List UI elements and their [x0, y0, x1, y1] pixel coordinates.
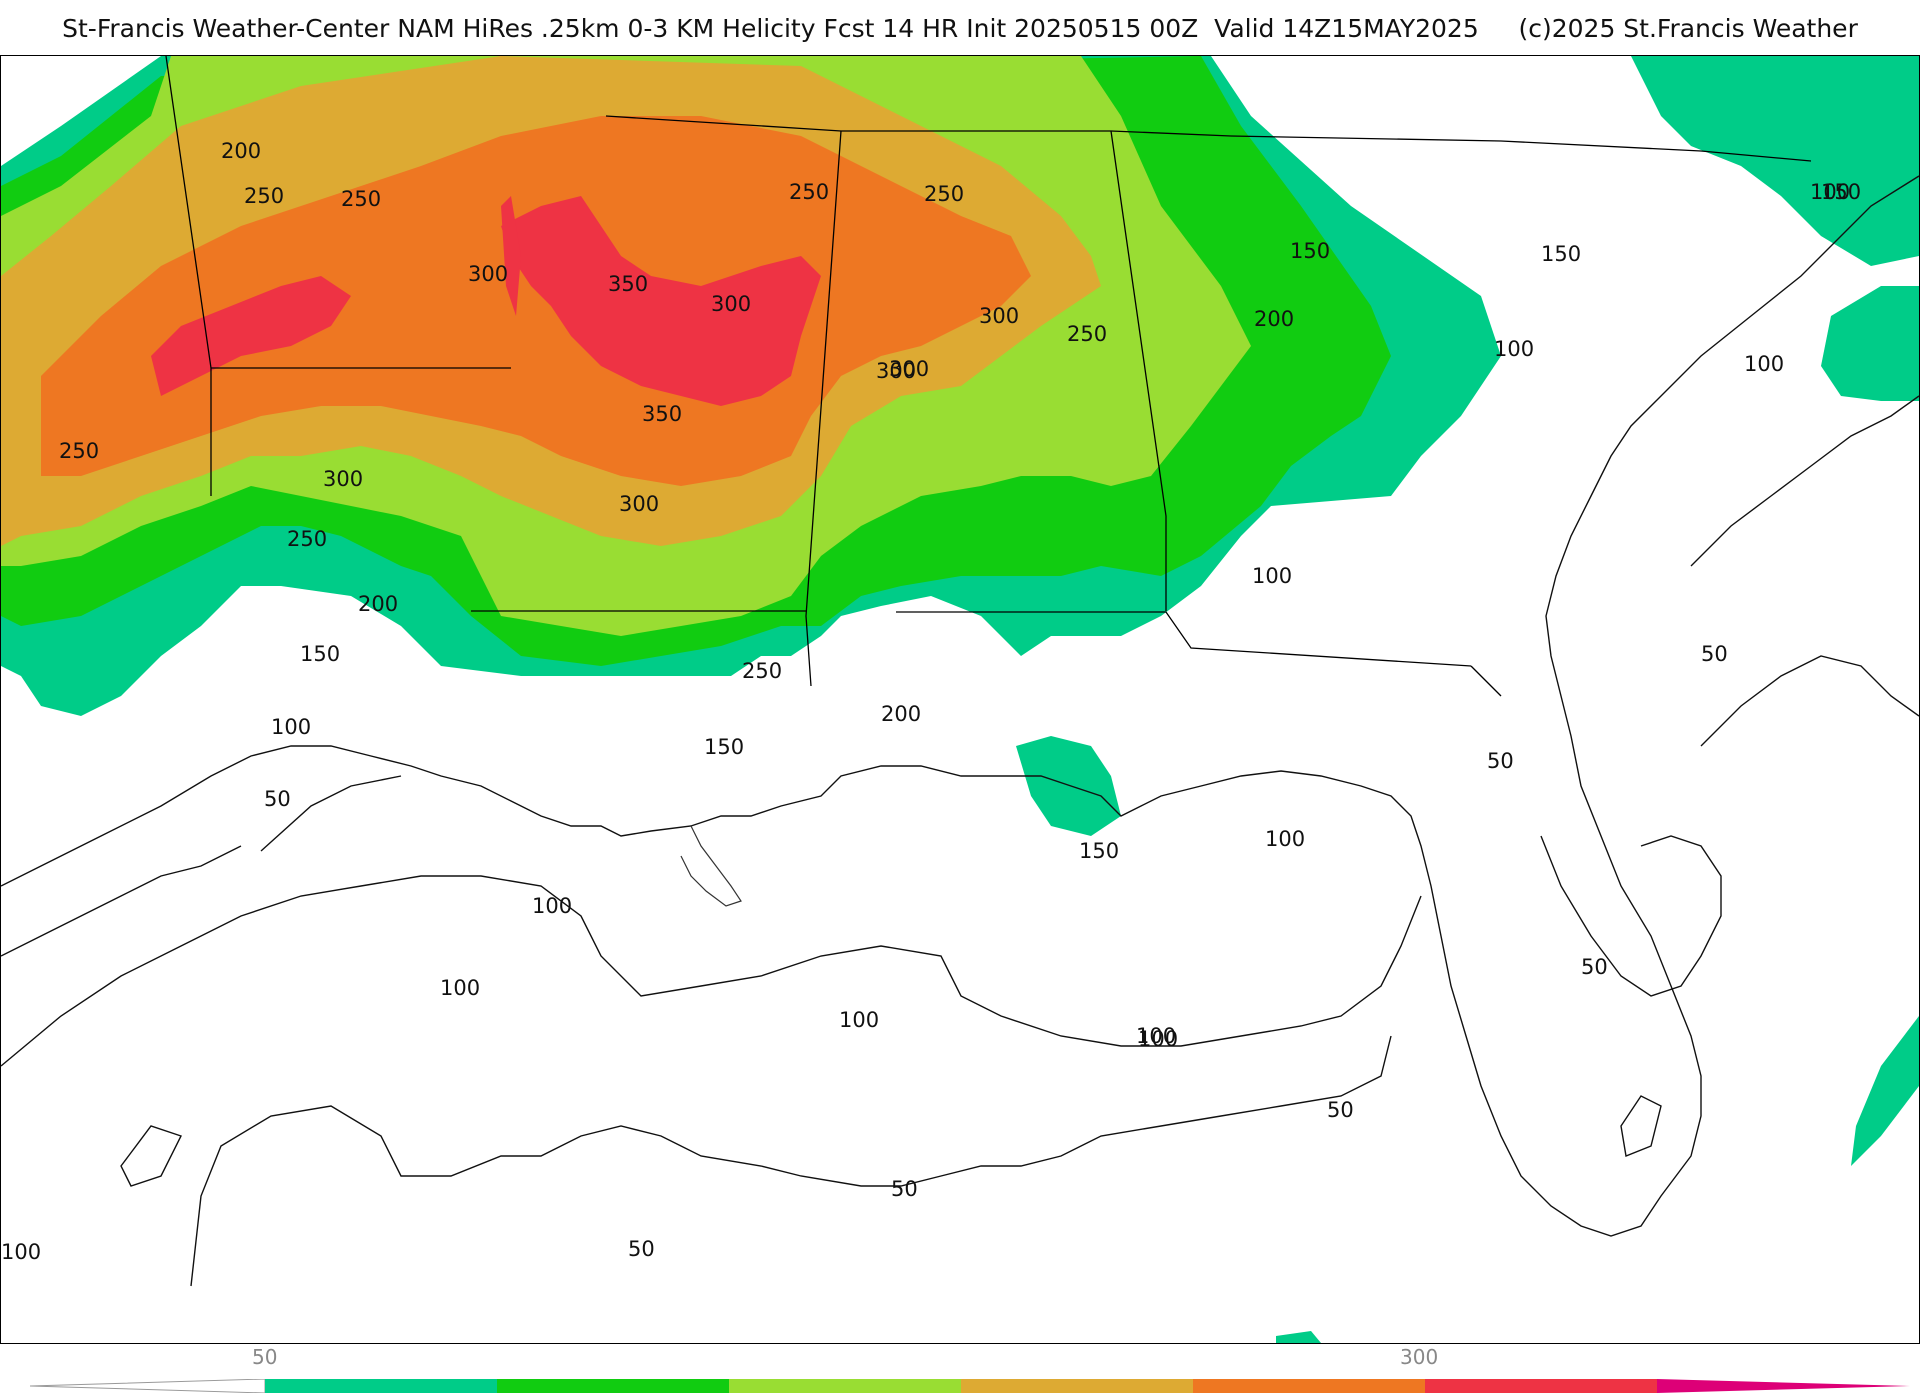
contour-label: 200 [1254, 307, 1294, 331]
contour-label: 250 [287, 527, 327, 551]
colorbar-tick-label: 50 [252, 1345, 278, 1369]
contour-label: 250 [59, 439, 99, 463]
contour-label: 300 [619, 492, 659, 516]
contour-label: 150 [1541, 242, 1581, 266]
helicity-map: 200 250 250 300 350 300 250 250 300 300 … [0, 55, 1920, 1344]
helicity-contours [1, 395, 1919, 1287]
fill-teal-se [1851, 1016, 1919, 1166]
contour-label: 250 [1067, 322, 1107, 346]
map-title: St-Francis Weather-Center NAM HiRes .25k… [62, 14, 1858, 43]
contour-label: 300 [468, 262, 508, 286]
fill-red-ridge [501, 196, 521, 316]
contour-label: 300 [711, 292, 751, 316]
fill-teal-east [1821, 286, 1919, 401]
contour-label: 350 [642, 402, 682, 426]
contour-label: 200 [221, 139, 261, 163]
contour-label: 100 [1744, 352, 1784, 376]
contour-labels: 200 250 250 300 350 300 250 250 300 300 … [1, 139, 1861, 1264]
contour-label: 150 [704, 735, 744, 759]
colorbar-arrow-left [30, 1379, 266, 1393]
colorbar-tick-label: 300 [1400, 1345, 1439, 1369]
map-canvas: 200 250 250 300 350 300 250 250 300 300 … [1, 56, 1919, 1343]
contour-label: 100 [1252, 564, 1292, 588]
colorbar-segment [497, 1379, 729, 1393]
colorbar-segment [1193, 1379, 1425, 1393]
contour-label: 150 [1079, 839, 1119, 863]
contour-label: 250 [789, 180, 829, 204]
fill-red-central [501, 196, 821, 406]
contour-label: 100 [1138, 1027, 1178, 1051]
contour-label: 150 [1821, 180, 1861, 204]
contour-label: 250 [244, 184, 284, 208]
colorbar-segment [1425, 1379, 1657, 1393]
contour-label: 50 [1487, 749, 1514, 773]
contour-label: 100 [1, 1240, 41, 1264]
contour-label: 300 [889, 357, 929, 381]
contour-label: 100 [839, 1008, 879, 1032]
contour-label: 300 [323, 467, 363, 491]
contour-label: 50 [628, 1237, 655, 1261]
contour-label: 100 [1810, 180, 1850, 204]
fill-teal-gulf [1016, 736, 1121, 836]
contour-label: 100 [1265, 827, 1305, 851]
contour-label: 250 [742, 659, 782, 683]
colorbar-segment [729, 1379, 961, 1393]
contour-label: 50 [1327, 1098, 1354, 1122]
contour-label: 50 [891, 1177, 918, 1201]
colorbar-segment [265, 1379, 497, 1393]
contour-label: 100 [532, 894, 572, 918]
contour-label: 100 [440, 976, 480, 1000]
contour-label: 150 [300, 642, 340, 666]
contour-label: 50 [1701, 642, 1728, 666]
state-borders [165, 56, 1812, 697]
contour-label: 200 [358, 592, 398, 616]
contour-label: 250 [341, 187, 381, 211]
colorbar-arrow-right [1657, 1379, 1910, 1393]
colorbar-segment [961, 1379, 1193, 1393]
colorbar [30, 1379, 1910, 1393]
contour-label: 250 [924, 182, 964, 206]
fill-teal-ne [1631, 56, 1919, 266]
contour-label: 350 [608, 272, 648, 296]
contour-label: 100 [1494, 337, 1534, 361]
fill-red-west [151, 276, 351, 396]
fill-orange-band [41, 116, 1031, 486]
coastline [1, 175, 1919, 1237]
contour-label: 100 [1136, 1024, 1176, 1048]
contour-label: 50 [1581, 955, 1608, 979]
contour-label: 100 [271, 715, 311, 739]
contour-label: 150 [1290, 239, 1330, 263]
contour-label: 200 [881, 702, 921, 726]
contour-label: 300 [979, 304, 1019, 328]
fill-teal-south [1276, 1331, 1321, 1343]
contour-label: 50 [264, 787, 291, 811]
mississippi-delta [680, 825, 742, 907]
contour-label: 300 [876, 359, 916, 383]
